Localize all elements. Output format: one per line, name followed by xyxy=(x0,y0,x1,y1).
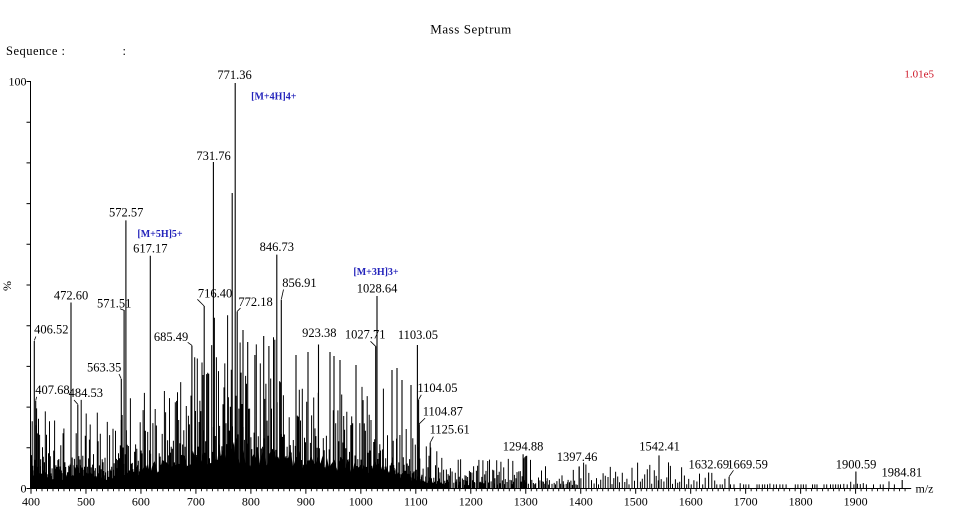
svg-text:563.35: 563.35 xyxy=(87,361,121,375)
svg-text:406.52: 406.52 xyxy=(34,323,68,337)
svg-text:600: 600 xyxy=(132,495,150,509)
svg-text:731.76: 731.76 xyxy=(196,149,230,163)
svg-text:846.73: 846.73 xyxy=(260,240,294,254)
svg-text:572.57: 572.57 xyxy=(109,205,143,219)
svg-text:484.53: 484.53 xyxy=(69,386,103,400)
svg-text:1200: 1200 xyxy=(459,495,483,509)
svg-text:856.91: 856.91 xyxy=(282,276,316,290)
svg-text:716.40: 716.40 xyxy=(198,287,232,301)
svg-text:500: 500 xyxy=(77,495,95,509)
svg-text:1500: 1500 xyxy=(624,495,648,509)
svg-text:1104.87: 1104.87 xyxy=(423,404,463,418)
svg-text:1294.88: 1294.88 xyxy=(503,440,544,454)
svg-text:1700: 1700 xyxy=(734,495,758,509)
svg-text:472.60: 472.60 xyxy=(54,289,88,303)
svg-text:1103.05: 1103.05 xyxy=(398,328,438,342)
svg-text:1300: 1300 xyxy=(514,495,538,509)
svg-text:Mass Septrum: Mass Septrum xyxy=(430,22,511,37)
svg-text:[M+3H]3+: [M+3H]3+ xyxy=(353,267,399,278)
svg-text:771.36: 771.36 xyxy=(217,68,251,82)
svg-text:1600: 1600 xyxy=(679,495,703,509)
svg-text:1632.69: 1632.69 xyxy=(688,457,729,471)
svg-text:Sequence :: Sequence : xyxy=(6,44,65,58)
svg-text:1027.71: 1027.71 xyxy=(345,328,386,342)
svg-text:700: 700 xyxy=(187,495,205,509)
svg-text:900: 900 xyxy=(297,495,315,509)
svg-text:0: 0 xyxy=(21,482,27,496)
svg-text:m/z: m/z xyxy=(916,481,934,495)
svg-text:1800: 1800 xyxy=(789,495,813,509)
svg-text:[M+5H]5+: [M+5H]5+ xyxy=(137,229,183,240)
svg-text:923.38: 923.38 xyxy=(302,326,336,340)
svg-text:1984.81: 1984.81 xyxy=(881,466,922,480)
svg-text:772.18: 772.18 xyxy=(238,295,272,309)
svg-text:1542.41: 1542.41 xyxy=(639,440,680,454)
svg-text:800: 800 xyxy=(242,495,260,509)
svg-text:%: % xyxy=(0,281,14,291)
svg-text:617.17: 617.17 xyxy=(133,241,167,255)
svg-text:571.51: 571.51 xyxy=(97,297,131,311)
svg-text:1.01e5: 1.01e5 xyxy=(904,68,934,80)
svg-text:1028.64: 1028.64 xyxy=(357,281,398,295)
svg-text:685.49: 685.49 xyxy=(154,330,188,344)
svg-text:1900: 1900 xyxy=(844,495,868,509)
svg-text:[M+4H]4+: [M+4H]4+ xyxy=(251,92,297,103)
svg-text:1900.59: 1900.59 xyxy=(836,457,877,471)
svg-text:1000: 1000 xyxy=(349,495,373,509)
svg-text:1400: 1400 xyxy=(569,495,593,509)
svg-text:1397.46: 1397.46 xyxy=(557,450,598,464)
svg-text::: : xyxy=(123,44,126,58)
svg-text:407.68: 407.68 xyxy=(35,383,69,397)
svg-text:1669.59: 1669.59 xyxy=(727,457,768,471)
svg-text:1100: 1100 xyxy=(404,495,428,509)
svg-text:100: 100 xyxy=(9,75,27,89)
svg-text:400: 400 xyxy=(22,495,40,509)
svg-text:1125.61: 1125.61 xyxy=(430,422,470,436)
svg-text:1104.05: 1104.05 xyxy=(417,381,457,395)
